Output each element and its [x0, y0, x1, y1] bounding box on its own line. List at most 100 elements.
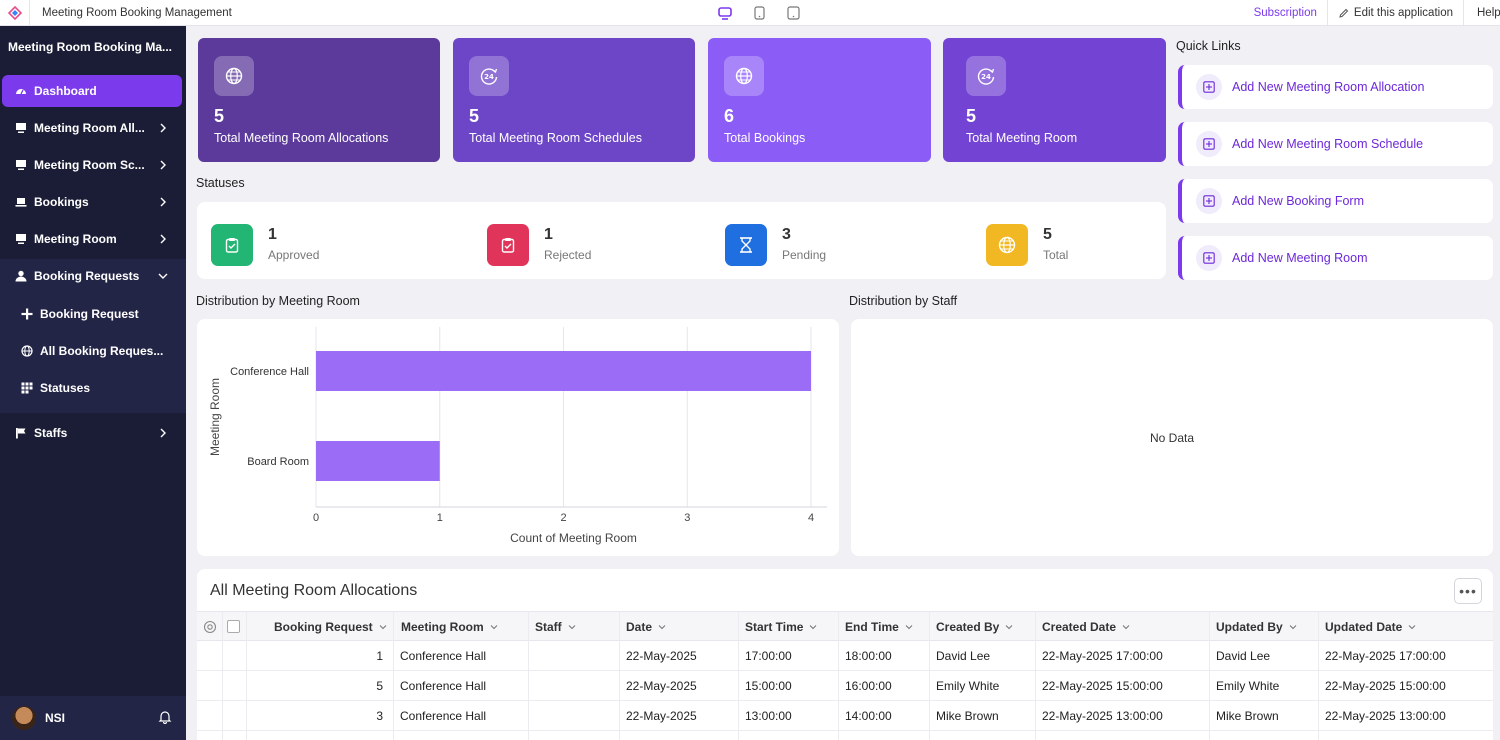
- cell-updated-by: David Lee: [1216, 649, 1271, 663]
- cell-created-date: 22-May-2025 15:00:00: [1042, 679, 1163, 693]
- sidebar-subitem-booking-request[interactable]: Booking Request: [0, 298, 186, 330]
- sidebar-subitem-statuses[interactable]: Statuses: [0, 372, 186, 404]
- flag-icon: [14, 426, 28, 440]
- chevron-down-icon: [158, 273, 168, 279]
- stat-card-meeting-rooms[interactable]: 24 5 Total Meeting Room: [943, 38, 1166, 162]
- staff-chart-title: Distribution by Staff: [849, 294, 958, 308]
- cell-updated-by: Mike Brown: [1216, 709, 1279, 723]
- help-button[interactable]: Help: [1464, 0, 1500, 26]
- status-label: Approved: [268, 248, 320, 262]
- sidebar-item-meeting-room-schedules[interactable]: Meeting Room Sc...: [0, 149, 186, 181]
- dashboard-icon: [14, 84, 28, 98]
- table-title: All Meeting Room Allocations: [210, 582, 418, 599]
- clipboard-check-icon: [211, 224, 253, 266]
- avatar[interactable]: [12, 706, 36, 730]
- mobile-preview-icon[interactable]: [784, 4, 802, 22]
- stat-label: Total Meeting Room: [966, 131, 1078, 145]
- grid-icon: [20, 381, 34, 395]
- column-label: Date: [626, 620, 653, 634]
- sidebar: Meeting Room Booking Ma... Dashboard Mee…: [0, 26, 186, 740]
- quick-link-add-schedule[interactable]: Add New Meeting Room Schedule: [1178, 122, 1493, 166]
- table-row[interactable]: 3 Conference Hall 22-May-2025 13:00:00 1…: [197, 701, 1493, 731]
- column-header-start-time[interactable]: Start Time: [745, 612, 818, 642]
- bell-icon[interactable]: [158, 710, 172, 724]
- column-label: Meeting Room: [401, 620, 484, 634]
- chevron-down-icon: [489, 622, 499, 632]
- quick-link-label: Add New Meeting Room: [1232, 251, 1368, 265]
- eye-icon[interactable]: [203, 620, 217, 634]
- status-pending[interactable]: 3 Pending: [725, 224, 826, 266]
- sidebar-item-booking-requests[interactable]: Booking Requests: [0, 260, 186, 292]
- chevron-down-icon: [904, 622, 914, 632]
- column-header-updated-date[interactable]: Updated Date: [1325, 612, 1417, 642]
- stat-card-allocations[interactable]: 5 Total Meeting Room Allocations: [198, 38, 440, 162]
- sidebar-item-label: Dashboard: [34, 84, 97, 98]
- chevron-right-icon: [160, 234, 166, 244]
- y-tick-label: Conference Hall: [230, 366, 309, 378]
- 24-hours-icon: 24: [966, 56, 1006, 96]
- plus-square-icon: [1196, 245, 1222, 271]
- column-header-date[interactable]: Date: [626, 612, 667, 642]
- status-count: 1: [268, 226, 277, 243]
- app-title: Meeting Room Booking Management: [42, 6, 232, 19]
- top-bar: Meeting Room Booking Management Subscrip…: [0, 0, 1500, 26]
- table-row[interactable]: 5 Conference Hall 22-May-2025 15:00:00 1…: [197, 671, 1493, 701]
- chevron-down-icon: [808, 622, 818, 632]
- sidebar-item-staffs[interactable]: Staffs: [0, 417, 186, 449]
- x-tick-label: 4: [808, 512, 814, 524]
- sidebar-item-label: Meeting Room All...: [34, 121, 145, 135]
- column-label: Start Time: [745, 620, 804, 634]
- status-total[interactable]: 5 Total: [986, 224, 1068, 266]
- sidebar-subitem-all-booking-requests[interactable]: All Booking Reques...: [0, 335, 186, 367]
- quick-link-label: Add New Meeting Room Allocation: [1232, 80, 1425, 94]
- sidebar-item-dashboard[interactable]: Dashboard: [2, 75, 182, 107]
- table-row[interactable]: 1 Conference Hall 22-May-2025 17:00:00 1…: [197, 641, 1493, 671]
- column-header-created-date[interactable]: Created Date: [1042, 612, 1131, 642]
- stat-card-bookings[interactable]: 6 Total Bookings: [708, 38, 931, 162]
- user-profile[interactable]: NSI: [0, 696, 186, 740]
- svg-text:24: 24: [484, 73, 494, 81]
- select-all-checkbox[interactable]: [227, 620, 240, 633]
- chevron-right-icon: [160, 123, 166, 133]
- column-header-booking-request[interactable]: Booking Request: [274, 612, 388, 642]
- edit-application-button[interactable]: Edit this application: [1328, 0, 1464, 26]
- cell-created-by: Emily White: [936, 679, 1000, 693]
- quick-link-label: Add New Booking Form: [1232, 194, 1365, 208]
- status-approved[interactable]: 1 Approved: [211, 224, 319, 266]
- column-label: Created Date: [1042, 620, 1117, 634]
- quick-link-add-booking-form[interactable]: Add New Booking Form: [1178, 179, 1493, 223]
- column-header-updated-by[interactable]: Updated By: [1216, 612, 1298, 642]
- more-options-button[interactable]: •••: [1454, 578, 1482, 604]
- cell-created-date: 22-May-2025 17:00:00: [1042, 649, 1163, 663]
- app-logo-icon[interactable]: [0, 0, 30, 26]
- stat-card-schedules[interactable]: 24 5 Total Meeting Room Schedules: [453, 38, 695, 162]
- cell-updated-date: 22-May-2025 13:00:00: [1325, 709, 1446, 723]
- quick-link-add-meeting-room[interactable]: Add New Meeting Room: [1178, 236, 1493, 280]
- column-header-meeting-room[interactable]: Meeting Room: [401, 612, 499, 642]
- cell-start-time: 17:00:00: [745, 649, 792, 663]
- column-header-created-by[interactable]: Created By: [936, 612, 1014, 642]
- subscription-link[interactable]: Subscription: [1242, 0, 1328, 26]
- quick-link-add-allocation[interactable]: Add New Meeting Room Allocation: [1178, 65, 1493, 109]
- sidebar-item-meeting-room-allocations[interactable]: Meeting Room All...: [0, 112, 186, 144]
- desktop-preview-icon[interactable]: [716, 4, 734, 22]
- status-rejected[interactable]: 1 Rejected: [487, 224, 591, 266]
- tablet-preview-icon[interactable]: [750, 4, 768, 22]
- sidebar-item-meeting-room[interactable]: Meeting Room: [0, 223, 186, 255]
- cell-end-time: 18:00:00: [845, 649, 892, 663]
- status-label: Rejected: [544, 248, 592, 262]
- column-header-staff[interactable]: Staff: [535, 612, 577, 642]
- column-header-end-time[interactable]: End Time: [845, 612, 914, 642]
- chevron-right-icon: [160, 428, 166, 438]
- column-label: End Time: [845, 620, 899, 634]
- sidebar-item-bookings[interactable]: Bookings: [0, 186, 186, 218]
- plus-icon: [20, 307, 34, 321]
- monitor-icon: [14, 158, 28, 172]
- status-label: Pending: [782, 248, 827, 262]
- sidebar-item-label: Staffs: [34, 426, 68, 440]
- plus-square-icon: [1196, 131, 1222, 157]
- column-label: Updated Date: [1325, 620, 1403, 634]
- x-tick-label: 0: [313, 512, 319, 524]
- cell-meeting-room: Conference Hall: [400, 679, 487, 693]
- chevron-down-icon: [1004, 622, 1014, 632]
